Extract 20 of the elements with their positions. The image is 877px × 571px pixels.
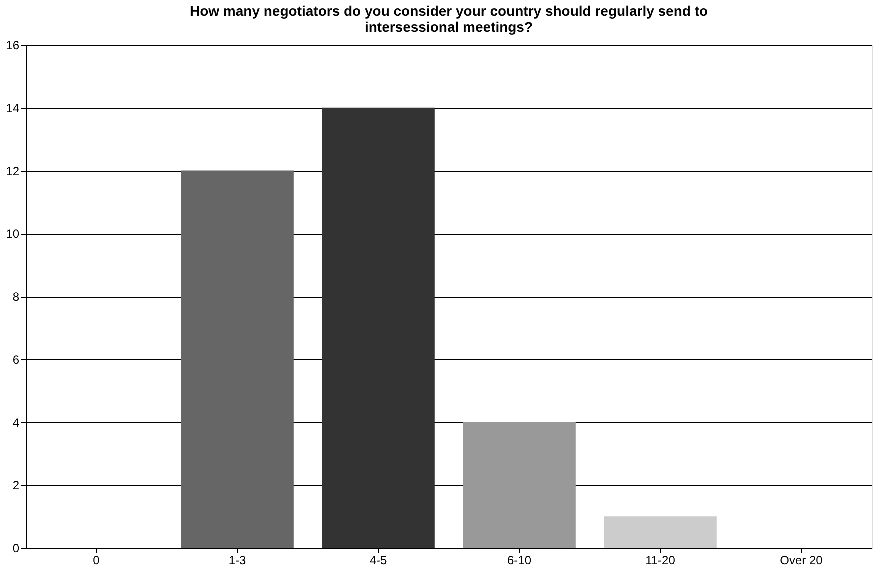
y-tick-label: 10 [6,227,20,242]
x-tick-label: 1-3 [228,554,246,568]
bar [604,516,717,548]
y-tick-label: 6 [12,352,20,367]
y-tick-label: 14 [6,101,20,116]
x-tick-label: Over 20 [780,554,824,568]
bar [463,422,576,548]
x-tick-label: 6-10 [507,554,532,568]
x-tick-label: 11-20 [646,554,676,568]
y-tick-label: 12 [6,164,20,178]
y-tick-label: 4 [12,416,20,430]
chart-title: How many negotiators do you consider your country should regularly send to intersessional meetings? [190,3,708,35]
y-tick-label: 2 [12,478,20,493]
x-tick-label: 4-5 [370,554,388,568]
y-tick-label: 16 [6,38,20,52]
y-tick-label: 0 [12,542,20,556]
y-tick-label: 8 [12,290,20,304]
bar [322,108,435,548]
x-tick-label: 0 [93,554,100,568]
bar [181,170,294,548]
